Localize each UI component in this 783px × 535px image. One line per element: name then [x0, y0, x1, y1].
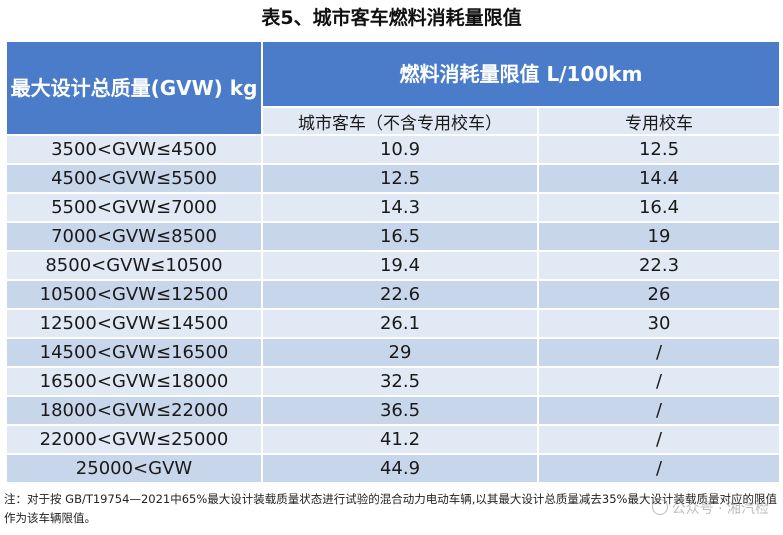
city-bus-limit-cell: 16.5	[261, 221, 539, 252]
school-bus-limit-cell: 16.4	[537, 192, 781, 223]
table-body: 3500<GVW≤4500 10.9 12.5 4500<GVW≤5500 12.5 14…	[5, 134, 781, 484]
school-bus-limit-cell: /	[537, 424, 781, 455]
fuel-limit-table: 最大设计总质量(GVW) kg 燃料消耗量限值 L/100km 城市客车（不含专…	[5, 39, 781, 484]
table-row: 5500<GVW≤7000 14.3 16.4	[5, 192, 781, 223]
school-bus-limit-cell: 30	[537, 308, 781, 339]
header-city-bus: 城市客车（不含专用校车）	[261, 106, 539, 136]
city-bus-limit-cell: 29	[261, 337, 539, 368]
table-row: 8500<GVW≤10500 19.4 22.3	[5, 250, 781, 281]
city-bus-limit-cell: 19.4	[261, 250, 539, 281]
table-row: 12500<GVW≤14500 26.1 30	[5, 308, 781, 339]
city-bus-limit-cell: 32.5	[261, 366, 539, 397]
gvw-range-cell: 8500<GVW≤10500	[5, 250, 263, 281]
gvw-range-cell: 16500<GVW≤18000	[5, 366, 263, 397]
table-row: 4500<GVW≤5500 12.5 14.4	[5, 163, 781, 194]
school-bus-limit-cell: /	[537, 366, 781, 397]
table-row: 10500<GVW≤12500 22.6 26	[5, 279, 781, 310]
school-bus-limit-cell: /	[537, 453, 781, 484]
city-bus-limit-cell: 12.5	[261, 163, 539, 194]
table-row: 22000<GVW≤25000 41.2/	[5, 424, 781, 455]
gvw-range-cell: 18000<GVW≤22000	[5, 395, 263, 426]
city-bus-limit-cell: 10.9	[261, 134, 539, 165]
city-bus-limit-cell: 36.5	[261, 395, 539, 426]
school-bus-limit-cell: 22.3	[537, 250, 781, 281]
gvw-range-cell: 12500<GVW≤14500	[5, 308, 263, 339]
gvw-range-cell: 4500<GVW≤5500	[5, 163, 263, 194]
gvw-range-cell: 7000<GVW≤8500	[5, 221, 263, 252]
watermark: 公众号 · 湘汽检	[651, 498, 769, 518]
wechat-icon	[651, 499, 668, 515]
header-school-bus: 专用校车	[537, 106, 781, 136]
table-row: 18000<GVW≤22000 36.5/	[5, 395, 781, 426]
city-bus-limit-cell: 41.2	[261, 424, 539, 455]
school-bus-limit-cell: 19	[537, 221, 781, 252]
school-bus-limit-cell: 26	[537, 279, 781, 310]
table-row: 3500<GVW≤4500 10.9 12.5	[5, 134, 781, 165]
header-gvw: 最大设计总质量(GVW) kg	[5, 40, 263, 136]
table-row: 16500<GVW≤18000 32.5/	[5, 366, 781, 397]
table-title: 表5、城市客车燃料消耗量限值	[261, 7, 522, 29]
gvw-range-cell: 14500<GVW≤16500	[5, 337, 263, 368]
footnote: 注：对于按 GB/T19754—2021中65%最大设计装载质量状态进行试验的混…	[4, 492, 777, 525]
gvw-range-cell: 22000<GVW≤25000	[5, 424, 263, 455]
gvw-range-cell: 5500<GVW≤7000	[5, 192, 263, 223]
city-bus-limit-cell: 44.9	[261, 453, 539, 484]
table-row: 7000<GVW≤8500 16.5 19	[5, 221, 781, 252]
gvw-range-cell: 10500<GVW≤12500	[5, 279, 263, 310]
table-row: 14500<GVW≤16500 29/	[5, 337, 781, 368]
table-row: 25000<GVW 44.9/	[5, 453, 781, 484]
watermark-text: 公众号 · 湘汽检	[671, 501, 769, 517]
school-bus-limit-cell: /	[537, 337, 781, 368]
gvw-range-cell: 25000<GVW	[5, 453, 263, 484]
school-bus-limit-cell: 14.4	[537, 163, 781, 194]
school-bus-limit-cell: /	[537, 395, 781, 426]
header-fuel-limit: 燃料消耗量限值 L/100km	[261, 39, 781, 109]
city-bus-limit-cell: 22.6	[261, 279, 539, 310]
city-bus-limit-cell: 14.3	[261, 192, 539, 223]
school-bus-limit-cell: 12.5	[537, 134, 781, 165]
city-bus-limit-cell: 26.1	[261, 308, 539, 339]
gvw-range-cell: 3500<GVW≤4500	[5, 134, 263, 165]
